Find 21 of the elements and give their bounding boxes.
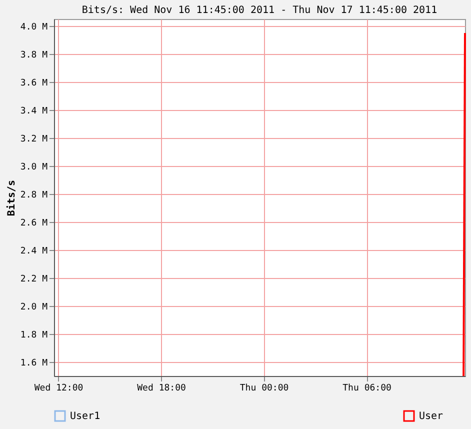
x-tick-label: Thu 06:00 — [342, 384, 392, 394]
chart-title: Bits/s: Wed Nov 16 11:45:00 2011 - Thu Nov 17 11:45:00 2011 — [82, 5, 438, 16]
y-tick-label: 3.2 M — [20, 134, 48, 144]
y-tick-label: 2.8 M — [20, 190, 48, 200]
y-tick-label: 3.4 M — [20, 106, 48, 116]
y-tick-label: 1.8 M — [20, 330, 48, 340]
y-tick-label: 3.8 M — [20, 50, 48, 60]
legend-label: User — [419, 411, 444, 422]
x-tick-label: Thu 00:00 — [240, 384, 289, 394]
y-axis-title: Bits/s — [5, 180, 18, 216]
y-tick-label: 3.0 M — [20, 162, 48, 172]
y-tick-label: 2.0 M — [20, 302, 48, 312]
x-tick-label: Wed 12:00 — [34, 384, 84, 394]
x-tick-label: Wed 18:00 — [137, 384, 186, 394]
y-tick-label: 2.4 M — [20, 246, 48, 256]
y-tick-label: 1.6 M — [20, 358, 48, 368]
legend-label: User1 — [70, 411, 100, 422]
y-tick-label: 3.6 M — [20, 78, 48, 88]
y-tick-label: 2.2 M — [20, 274, 48, 284]
y-tick-label: 2.6 M — [20, 218, 48, 228]
y-tick-label: 4.0 M — [20, 22, 48, 32]
